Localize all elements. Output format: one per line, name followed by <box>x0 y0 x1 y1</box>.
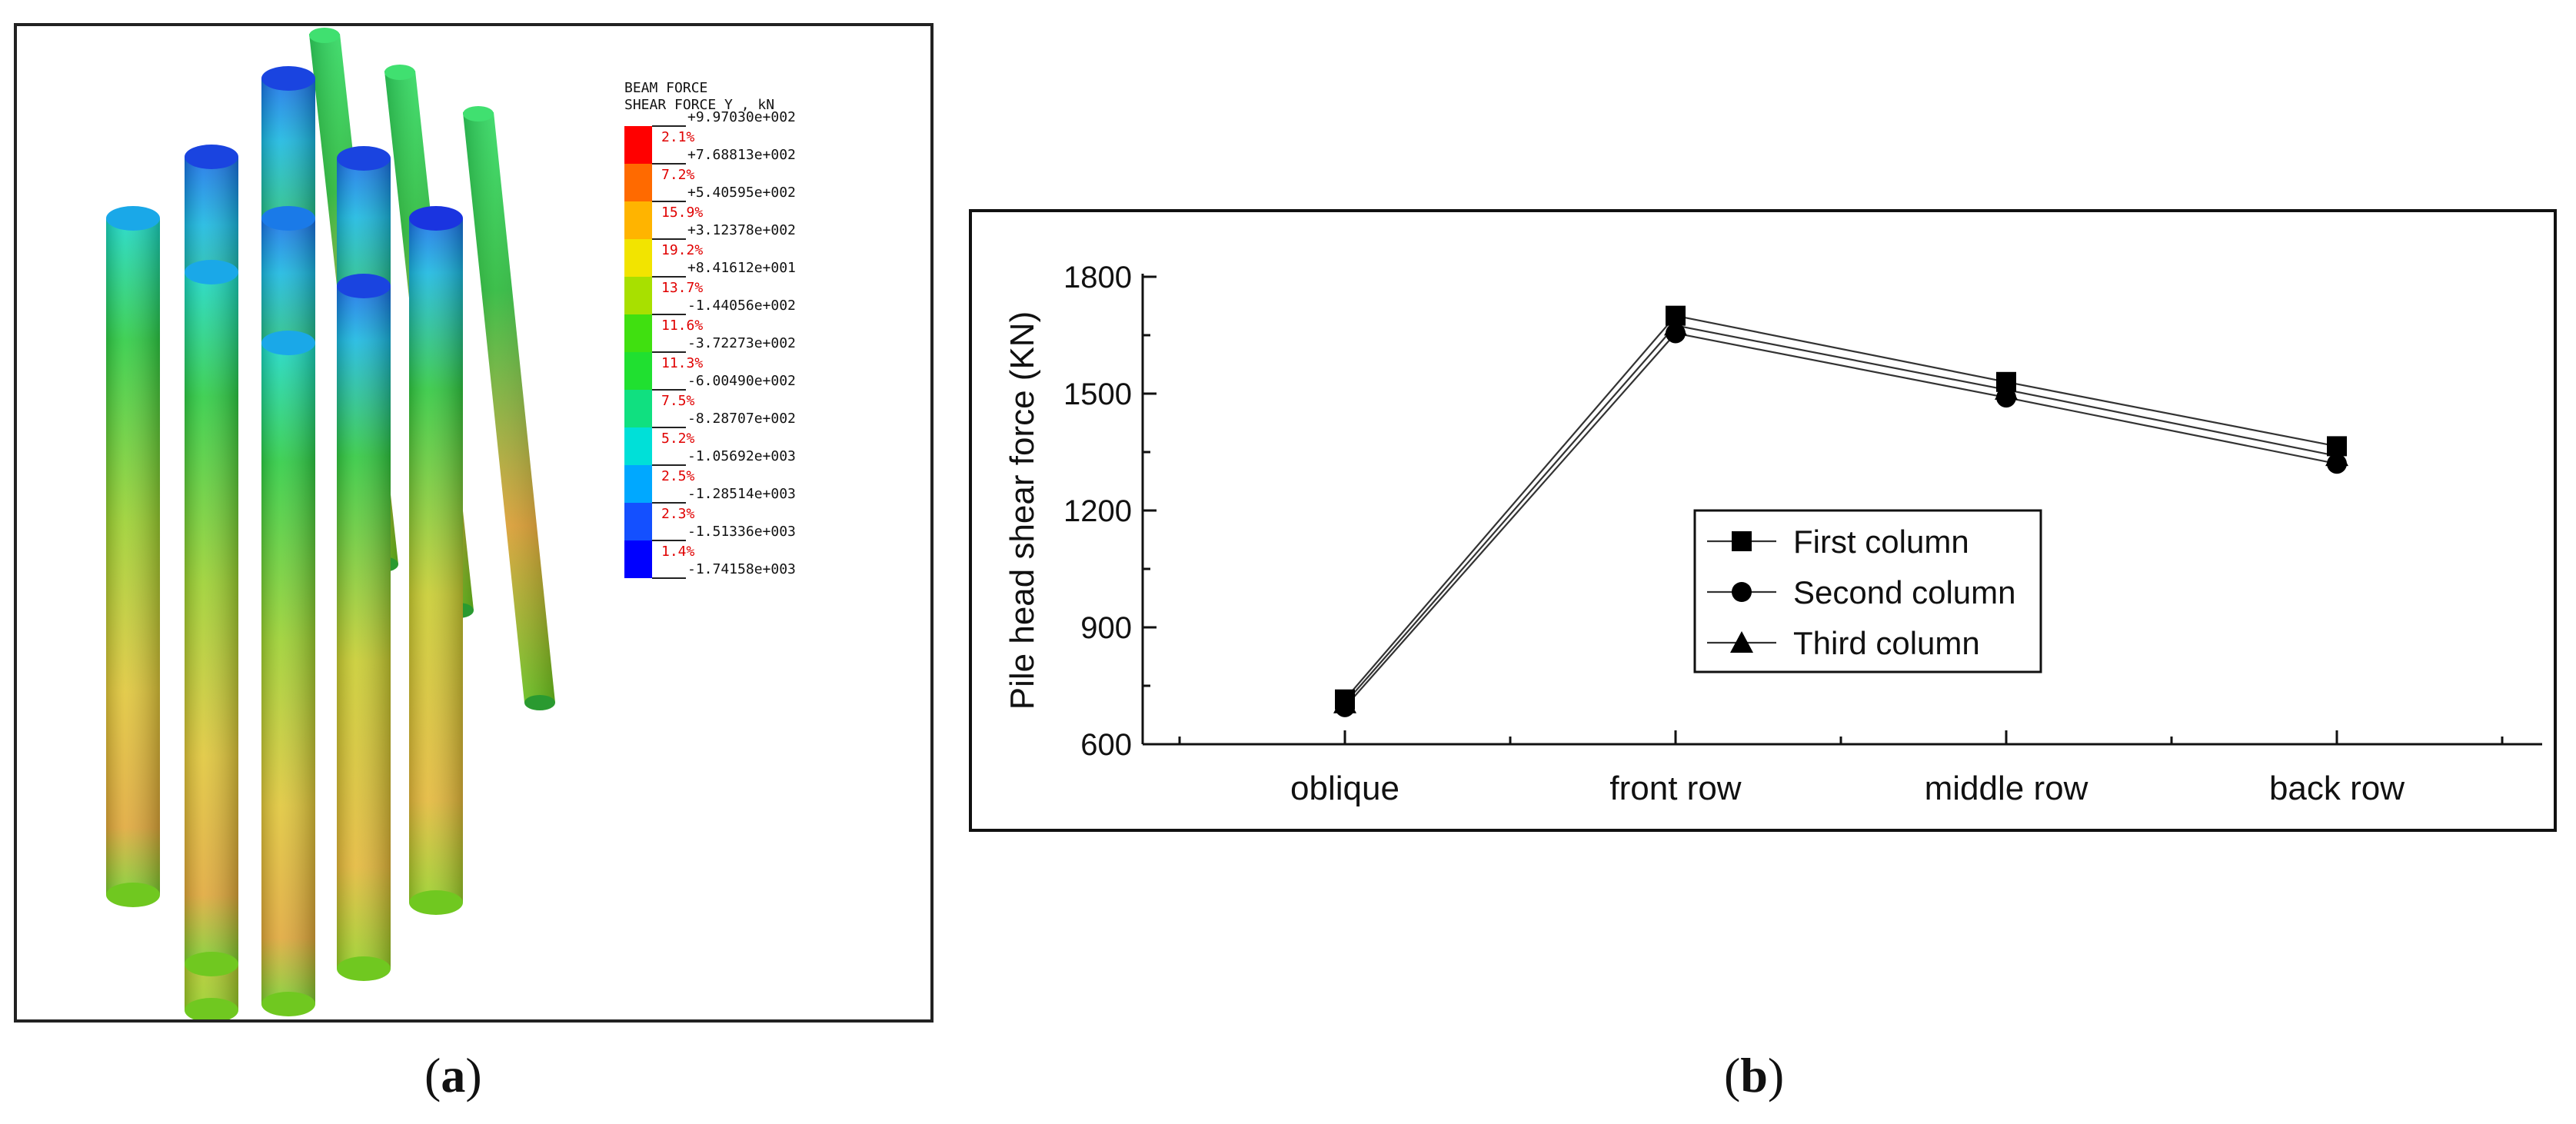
legend-value: -1.51336e+003 <box>687 524 796 540</box>
legend-swatch <box>624 277 652 314</box>
x-tick-label: middle row <box>1925 770 2088 807</box>
series-2-point <box>2327 454 2347 474</box>
pile-r2-c1 <box>185 260 238 976</box>
legend-swatch <box>624 427 652 465</box>
pile-contour-panel: BEAM FORCE SHEAR FORCE Y , kN +9.97030e+00… <box>14 23 934 1023</box>
legend-percent: 11.6% <box>661 318 704 334</box>
shear-force-chart: 600 900 1200 1500 1800 oblique front row middle… <box>1003 261 2542 807</box>
legend-marker <box>1732 582 1752 602</box>
legend-value: -1.28514e+003 <box>687 486 796 502</box>
legend-percent: 2.3% <box>661 506 695 522</box>
caption-a: (a) <box>424 1048 482 1102</box>
legend-title-2: SHEAR FORCE Y , kN <box>624 97 775 113</box>
legend-tick <box>652 464 686 466</box>
series-2-point <box>1666 323 1686 344</box>
pile-r3-c1 <box>261 331 315 1016</box>
legend-value: -1.05692e+003 <box>687 448 796 464</box>
legend-value: +3.12378e+002 <box>687 222 796 238</box>
legend-tick <box>652 427 686 428</box>
pile-contour-image <box>106 28 555 1019</box>
series-line-3 <box>1344 324 2338 704</box>
legend-tick <box>652 351 686 353</box>
legend-label: First column <box>1793 524 1969 560</box>
legend-tick <box>652 276 686 278</box>
legend-swatch <box>624 503 652 540</box>
legend-value: -8.28707e+002 <box>687 411 796 427</box>
legend-swatch <box>624 540 652 578</box>
series-line-2 <box>1344 332 2338 708</box>
legend-percent: 11.3% <box>661 355 704 371</box>
legend-tick <box>652 238 686 240</box>
pile-r1-c1 <box>106 206 160 907</box>
legend-swatch <box>624 126 652 164</box>
legend-tick <box>652 163 686 165</box>
legend-value: -3.72273e+002 <box>687 335 796 351</box>
legend-marker <box>1732 531 1752 551</box>
contour-legend: BEAM FORCE SHEAR FORCE Y , kN +9.97030e+00… <box>624 80 878 633</box>
legend-tick <box>652 389 686 391</box>
y-tick-label: 1200 <box>1063 494 1132 528</box>
legend-swatch <box>624 314 652 352</box>
legend-value: -1.44056e+002 <box>687 298 796 314</box>
legend-label: Third column <box>1793 625 1980 661</box>
legend-percent: 13.7% <box>661 280 704 296</box>
series-line-1 <box>1344 314 2338 700</box>
legend-tick <box>652 502 686 504</box>
legend-percent: 5.2% <box>661 431 695 447</box>
series-1-point <box>1335 689 1355 710</box>
legend-title-1: BEAM FORCE <box>624 80 708 96</box>
series-1-point <box>1996 371 2016 392</box>
back-pile-3 <box>463 106 555 710</box>
legend-tick <box>652 201 686 202</box>
legend-swatch <box>624 465 652 503</box>
shear-force-chart-panel: 600 900 1200 1500 1800 oblique front row middle… <box>969 209 2557 832</box>
x-tick-label: back row <box>2269 770 2405 807</box>
legend-percent: 7.2% <box>661 167 695 183</box>
pile-r3-c3 <box>409 206 463 915</box>
y-tick-label: 1500 <box>1063 377 1132 411</box>
y-tick-label: 900 <box>1080 611 1132 645</box>
legend-value: +5.40595e+002 <box>687 185 796 201</box>
y-axis-label: Pile head shear force (KN) <box>1003 311 1041 710</box>
legend-value: -1.74158e+003 <box>687 561 796 577</box>
legend-value: -6.00490e+002 <box>687 373 796 389</box>
legend-value: +7.68813e+002 <box>687 147 796 163</box>
series-1-point <box>1666 305 1686 326</box>
legend-percent: 19.2% <box>661 242 704 258</box>
x-tick-label: front row <box>1609 770 1741 807</box>
y-tick-label: 600 <box>1080 728 1132 762</box>
legend-value: +9.97030e+002 <box>687 109 796 125</box>
legend-swatch <box>624 201 652 239</box>
legend-percent: 2.5% <box>661 468 695 484</box>
legend-value: +8.41612e+001 <box>687 260 796 276</box>
legend-marker <box>1730 631 1753 653</box>
legend-tick <box>652 314 686 315</box>
legend-tick <box>652 125 686 127</box>
legend-label: Second column <box>1793 574 2016 610</box>
series-2-point <box>1996 387 2016 408</box>
legend-swatch <box>624 390 652 427</box>
legend-swatch <box>624 239 652 277</box>
legend-percent: 7.5% <box>661 393 695 409</box>
caption-b: (b) <box>1724 1048 1785 1102</box>
legend-tick <box>652 577 686 579</box>
legend-swatch <box>624 164 652 201</box>
y-tick-label: 1800 <box>1063 261 1132 294</box>
legend-tick <box>652 540 686 541</box>
pile-r3-c2 <box>337 274 391 981</box>
legend-percent: 15.9% <box>661 205 704 221</box>
legend-percent: 2.1% <box>661 129 695 145</box>
legend-percent: 1.4% <box>661 544 695 560</box>
series-1-point <box>2327 436 2347 457</box>
legend-swatch <box>624 352 652 390</box>
x-tick-label: oblique <box>1290 770 1399 807</box>
